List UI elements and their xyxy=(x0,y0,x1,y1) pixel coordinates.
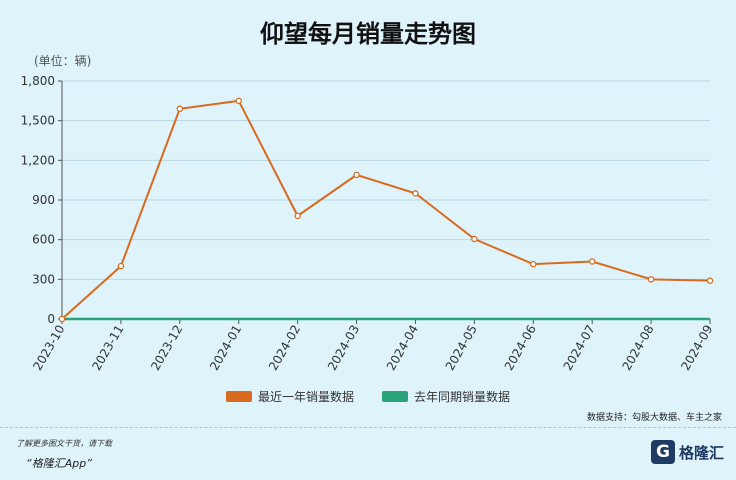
x-tick-label: 2024-04 xyxy=(384,323,421,373)
data-source: 数据支持：勾股大数据、车主之家 xyxy=(586,413,722,423)
x-tick-label: 2023-11 xyxy=(89,323,126,373)
series-layer xyxy=(58,97,714,323)
x-tick-label: 2024-08 xyxy=(619,323,656,373)
legend-swatch-last-year xyxy=(382,391,408,402)
data-point-recent[interactable] xyxy=(412,190,419,197)
legend-label-recent: 最近一年销量数据 xyxy=(257,390,354,404)
x-tick-label: 2024-01 xyxy=(207,323,244,373)
series-line-recent xyxy=(61,99,711,320)
unit-label: (单位：辆) xyxy=(34,54,92,68)
chart-title: 仰望每月销量走势图 xyxy=(260,20,476,48)
y-tick-label: 900 xyxy=(32,193,55,207)
y-tick-label: 0 xyxy=(47,312,55,326)
x-axis-ticks: 2023-10 2023-11 2023-12 2024-01 2024-02 2024-… xyxy=(30,319,716,373)
footer-note: 了解更多图文干货，请下载 xyxy=(16,439,112,448)
data-point-recent[interactable] xyxy=(530,260,537,268)
legend-label-last-year: 去年同期销量数据 xyxy=(414,390,511,404)
y-tick-label: 1,200 xyxy=(21,153,55,167)
y-axis-ticks: 0 300 600 900 1,200 1,500 1,800 xyxy=(21,74,63,326)
data-point-recent[interactable] xyxy=(353,171,360,179)
footer-divider xyxy=(0,427,736,428)
y-tick-label: 300 xyxy=(32,272,55,286)
grid-lines xyxy=(62,80,710,320)
legend: 最近一年销量数据 去年同期销量数据 xyxy=(0,388,736,405)
data-point-recent[interactable] xyxy=(176,105,184,113)
logo-icon: G xyxy=(650,440,675,464)
sales-line-chart: 0 300 600 900 1,200 1,500 1,800 2023-10 2023-11… xyxy=(21,74,716,373)
logo-text: 格隆汇 xyxy=(678,443,724,462)
y-tick-label: 600 xyxy=(32,233,55,247)
data-point-recent[interactable] xyxy=(588,258,596,265)
legend-item-recent[interactable]: 最近一年销量数据 xyxy=(225,388,354,405)
x-tick-label: 2024-05 xyxy=(443,323,480,373)
y-tick-label: 1,500 xyxy=(21,114,55,128)
x-tick-label: 2024-09 xyxy=(678,323,715,373)
x-tick-label: 2024-07 xyxy=(561,323,598,373)
data-point-recent[interactable] xyxy=(117,262,125,270)
x-tick-label: 2024-02 xyxy=(266,323,303,373)
legend-item-last-year[interactable]: 去年同期销量数据 xyxy=(382,388,510,405)
data-point-recent[interactable] xyxy=(294,212,301,220)
data-point-recent[interactable] xyxy=(471,235,478,243)
x-tick-label: 2023-12 xyxy=(148,323,185,373)
data-point-recent[interactable] xyxy=(235,97,242,105)
x-tick-label: 2024-06 xyxy=(502,323,539,373)
data-point-recent[interactable] xyxy=(58,315,66,323)
footer-app-name: “格隆汇App” xyxy=(26,457,92,470)
y-tick-label: 1,800 xyxy=(21,74,55,88)
brand-logo: G 格隆汇 xyxy=(650,440,724,464)
x-tick-label: 2023-10 xyxy=(30,323,67,373)
legend-swatch-recent xyxy=(225,391,252,402)
data-point-recent[interactable] xyxy=(647,276,655,283)
data-point-recent[interactable] xyxy=(706,277,714,284)
x-tick-label: 2024-03 xyxy=(325,323,362,373)
